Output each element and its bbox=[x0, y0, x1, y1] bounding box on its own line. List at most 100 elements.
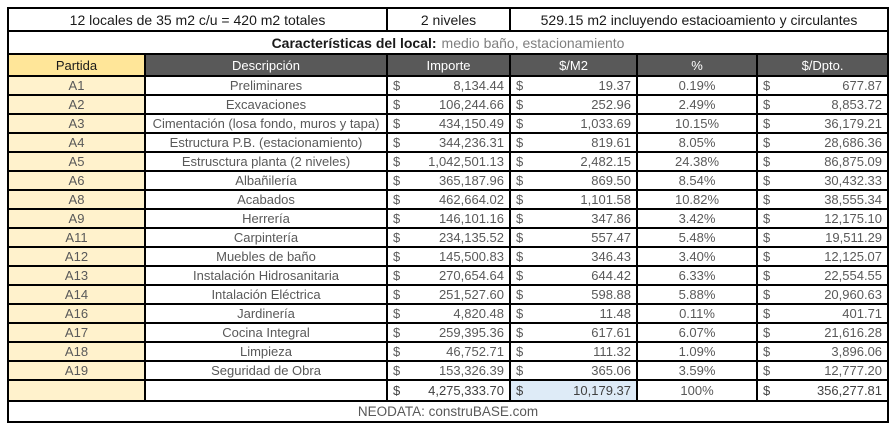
dollar-sign: $ bbox=[763, 154, 771, 169]
row-importe: $106,244.66 bbox=[386, 94, 512, 115]
row-importe: $145,500.83 bbox=[386, 246, 512, 267]
table-row: A2 Excavaciones $106,244.66 $252.96 2.49… bbox=[7, 94, 890, 115]
budget-sheet: 12 locales de 35 m2 c/u = 420 m2 totales… bbox=[6, 7, 890, 423]
col-header-m2: $/M2 bbox=[509, 53, 639, 77]
col-header-importe: Importe bbox=[386, 53, 512, 77]
row-dpto: $401.71 bbox=[756, 303, 890, 324]
dollar-sign: $ bbox=[516, 325, 524, 340]
row-partida: A17 bbox=[7, 322, 146, 343]
dollar-sign: $ bbox=[393, 116, 401, 131]
dollar-sign: $ bbox=[763, 211, 771, 226]
col-header-partida: Partida bbox=[7, 53, 146, 77]
dollar-sign: $ bbox=[763, 363, 771, 378]
footer-row: NEODATA: construBASE.com bbox=[6, 400, 890, 423]
budget-table: 12 locales de 35 m2 c/u = 420 m2 totales… bbox=[6, 7, 890, 423]
table-row: A8 Acabados $462,664.02 $1,101.58 10.82%… bbox=[7, 189, 890, 210]
table-body: A1 Preliminares $8,134.44 $19.37 0.19% $… bbox=[7, 75, 890, 381]
row-importe: $1,042,501.13 bbox=[386, 151, 512, 172]
dollar-sign: $ bbox=[516, 116, 524, 131]
row-m2: $2,482.15 bbox=[509, 151, 639, 172]
row-dpto: $19,511.29 bbox=[756, 227, 890, 248]
row-m2: $1,101.58 bbox=[509, 189, 639, 210]
row-m2: $869.50 bbox=[509, 170, 639, 191]
row-partida: A1 bbox=[7, 75, 146, 96]
row-m2: $111.32 bbox=[509, 341, 639, 362]
row-pct: 24.38% bbox=[636, 151, 759, 172]
row-partida: A19 bbox=[7, 360, 146, 381]
row-descripcion: Cimentación (losa fondo, muros y tapa) bbox=[143, 113, 389, 134]
locales-summary: 12 locales de 35 m2 c/u = 420 m2 totales bbox=[6, 7, 389, 32]
row-descripcion: Instalación Hidrosanitaria bbox=[143, 265, 389, 286]
col-header-descripcion: Descripción bbox=[143, 53, 389, 77]
dollar-sign: $ bbox=[393, 325, 401, 340]
area-summary: 529.15 m2 incluyendo estacioamiento y ci… bbox=[509, 7, 890, 32]
row-pct: 10.15% bbox=[636, 113, 759, 134]
dollar-sign: $ bbox=[763, 116, 771, 131]
row-pct: 6.07% bbox=[636, 322, 759, 343]
row-descripcion: Albañilería bbox=[143, 170, 389, 191]
row-partida: A5 bbox=[7, 151, 146, 172]
dollar-sign: $ bbox=[763, 192, 771, 207]
row-descripcion: Jardinería bbox=[143, 303, 389, 324]
row-descripcion: Intalación Eléctrica bbox=[143, 284, 389, 305]
table-row: A6 Albañilería $365,187.96 $869.50 8.54%… bbox=[7, 170, 890, 191]
column-header-row: Partida Descripción Importe $/M2 % $/Dpt… bbox=[7, 53, 890, 77]
dollar-sign: $ bbox=[763, 287, 771, 302]
row-importe: $270,654.64 bbox=[386, 265, 512, 286]
row-partida: A4 bbox=[7, 132, 146, 153]
row-pct: 3.59% bbox=[636, 360, 759, 381]
row-descripcion: Carpintería bbox=[143, 227, 389, 248]
caracteristicas-cell: Características del local: medio baño, es… bbox=[6, 30, 890, 55]
row-dpto: $12,777.20 bbox=[756, 360, 890, 381]
dollar-sign: $ bbox=[516, 230, 524, 245]
dollar-sign: $ bbox=[393, 78, 401, 93]
dollar-sign: $ bbox=[393, 287, 401, 302]
summary-row: 12 locales de 35 m2 c/u = 420 m2 totales… bbox=[6, 7, 890, 32]
dollar-sign: $ bbox=[393, 211, 401, 226]
total-descripcion-cell bbox=[143, 379, 389, 402]
row-pct: 3.40% bbox=[636, 246, 759, 267]
row-dpto: $3,896.06 bbox=[756, 341, 890, 362]
row-pct: 0.11% bbox=[636, 303, 759, 324]
footer-credit: NEODATA: construBASE.com bbox=[6, 400, 890, 423]
table-row: A1 Preliminares $8,134.44 $19.37 0.19% $… bbox=[7, 75, 890, 96]
row-importe: $259,395.36 bbox=[386, 322, 512, 343]
dollar-sign: $ bbox=[393, 268, 401, 283]
dollar-sign: $ bbox=[516, 363, 524, 378]
dollar-sign: $ bbox=[763, 97, 771, 112]
row-partida: A18 bbox=[7, 341, 146, 362]
row-m2: $347.86 bbox=[509, 208, 639, 229]
row-dpto: $28,686.36 bbox=[756, 132, 890, 153]
row-importe: $234,135.52 bbox=[386, 227, 512, 248]
dollar-sign: $ bbox=[393, 306, 401, 321]
row-pct: 3.42% bbox=[636, 208, 759, 229]
dollar-sign: $ bbox=[763, 230, 771, 245]
col-header-dpto: $/Dpto. bbox=[756, 53, 890, 77]
row-partida: A16 bbox=[7, 303, 146, 324]
row-descripcion: Estructura P.B. (estacionamiento) bbox=[143, 132, 389, 153]
dollar-sign: $ bbox=[393, 344, 401, 359]
dollar-sign: $ bbox=[763, 268, 771, 283]
niveles-summary: 2 niveles bbox=[386, 7, 512, 32]
row-dpto: $12,125.07 bbox=[756, 246, 890, 267]
dollar-sign: $ bbox=[763, 383, 771, 398]
table-row: A12 Muebles de baño $145,500.83 $346.43 … bbox=[7, 246, 890, 267]
row-importe: $4,820.48 bbox=[386, 303, 512, 324]
row-dpto: $30,432.33 bbox=[756, 170, 890, 191]
dollar-sign: $ bbox=[763, 173, 771, 188]
dollar-sign: $ bbox=[393, 230, 401, 245]
row-pct: 5.48% bbox=[636, 227, 759, 248]
row-importe: $8,134.44 bbox=[386, 75, 512, 96]
row-descripcion: Seguridad de Obra bbox=[143, 360, 389, 381]
row-partida: A13 bbox=[7, 265, 146, 286]
row-importe: $46,752.71 bbox=[386, 341, 512, 362]
caracteristicas-row: Características del local: medio baño, es… bbox=[6, 30, 890, 55]
dollar-sign: $ bbox=[516, 268, 524, 283]
row-descripcion: Excavaciones bbox=[143, 94, 389, 115]
row-m2: $557.47 bbox=[509, 227, 639, 248]
col-header-pct: % bbox=[636, 53, 759, 77]
row-m2: $1,033.69 bbox=[509, 113, 639, 134]
row-partida: A6 bbox=[7, 170, 146, 191]
table-row: A16 Jardinería $4,820.48 $11.48 0.11% $4… bbox=[7, 303, 890, 324]
dollar-sign: $ bbox=[763, 135, 771, 150]
